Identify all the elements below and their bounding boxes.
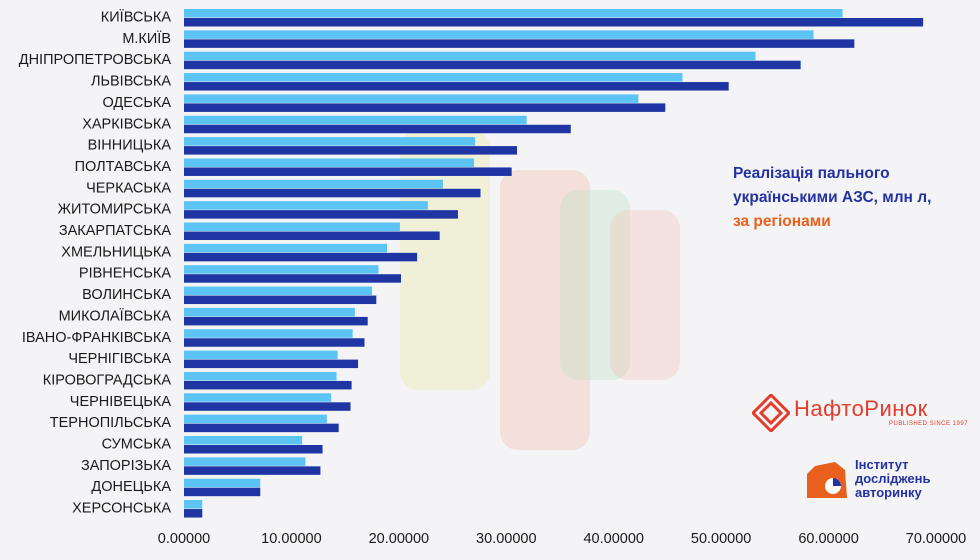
bar-series-1	[184, 393, 332, 402]
bar-series-1	[184, 286, 372, 296]
category-label: ДОНЕЦЬКА	[91, 479, 171, 495]
naftorynok-name: НафтоРинок	[794, 396, 928, 421]
category-label: ХЕРСОНСЬКА	[72, 501, 171, 517]
category-label: ХАРКІВСЬКА	[82, 116, 171, 132]
bar-series-1	[184, 115, 527, 125]
x-tick-label: 50.00000	[691, 531, 751, 547]
bar-series-1	[184, 478, 261, 488]
category-label: ХМЕЛЬНИЦЬКА	[61, 244, 171, 260]
category-label: ЧЕРНІВЕЦЬКА	[70, 394, 172, 410]
bar-series-2	[184, 39, 855, 48]
bar-series-1	[184, 329, 353, 338]
category-label: ЧЕРКАСЬКА	[86, 180, 171, 196]
x-tick-label: 10.00000	[261, 531, 321, 547]
category-label: ВОЛИНСЬКА	[82, 287, 171, 303]
x-tick-label: 0.00000	[158, 531, 210, 547]
bar-series-2	[184, 18, 924, 27]
bar-series-2	[184, 316, 368, 326]
bar-series-2	[184, 60, 801, 70]
bar-series-2	[184, 146, 518, 155]
category-label: ТЕРНОПІЛЬСЬКА	[50, 415, 172, 431]
bar-series-1	[184, 73, 683, 82]
category-label: ЗАКАРПАТСЬКА	[59, 223, 171, 239]
bar-series-2	[184, 466, 321, 475]
bar-series-1	[184, 30, 814, 39]
bar-series-2	[184, 445, 323, 454]
bar-series-2	[184, 509, 203, 518]
category-label: ПОЛТАВСЬКА	[75, 159, 172, 175]
category-label: ЧЕРНІГІВСЬКА	[68, 351, 171, 367]
category-label: ВІННИЦЬКА	[88, 138, 172, 154]
background-photo-hint	[500, 170, 590, 450]
bar-series-2	[184, 380, 352, 390]
naftorynok-logo: НафтоРинок PUBLISHED SINCE 1997	[752, 392, 974, 434]
bar-series-2	[184, 402, 351, 411]
bar-series-2	[184, 124, 571, 134]
chart-title-line-2: українськими АЗС, млн л,	[733, 189, 932, 206]
bar-series-1	[184, 436, 303, 445]
background-photo-hint	[610, 210, 680, 380]
bar-series-1	[184, 500, 203, 509]
chart-title-block: Реалізація пального українськими АЗС, мл…	[733, 162, 973, 234]
bar-series-1	[184, 265, 379, 274]
bar-series-2	[184, 338, 365, 347]
category-label: СУМСЬКА	[102, 437, 172, 453]
x-tick-label: 70.00000	[906, 531, 966, 547]
bar-series-1	[184, 457, 306, 466]
bar-series-2	[184, 295, 377, 305]
bar-series-1	[184, 243, 388, 253]
bar-series-2	[184, 82, 729, 91]
institute-logo: Інститут досліджень авторинку	[805, 458, 975, 504]
category-label: М.КИЇВ	[122, 30, 171, 47]
bar-series-2	[184, 167, 512, 176]
category-label: ЖИТОМИРСЬКА	[58, 202, 172, 218]
bar-series-1	[184, 201, 428, 210]
bar-series-1	[184, 307, 355, 317]
bar-series-1	[184, 414, 327, 424]
institute-name-line-2: досліджень	[855, 471, 931, 486]
chart-subtitle: за регіонами	[733, 213, 831, 230]
bar-series-2	[184, 423, 339, 433]
category-label: ЛЬВІВСЬКА	[91, 74, 171, 90]
institute-car-icon	[807, 462, 847, 498]
institute-name-line-1: Інститут	[855, 457, 909, 472]
institute-name-line-3: авторинку	[855, 485, 922, 500]
naftorynok-tagline: PUBLISHED SINCE 1997	[889, 421, 969, 427]
x-tick-label: 60.00000	[798, 531, 858, 547]
bar-series-1	[184, 179, 443, 189]
bar-series-1	[184, 9, 843, 18]
bar-series-2	[184, 210, 458, 219]
bar-series-1	[184, 137, 476, 146]
category-label: КИЇВСЬКА	[101, 9, 172, 26]
x-tick-label: 30.00000	[476, 531, 536, 547]
bar-series-1	[184, 350, 338, 360]
bar-series-2	[184, 231, 440, 240]
institute-name: Інститут досліджень авторинку	[855, 458, 931, 500]
bar-series-1	[184, 94, 639, 103]
bar-series-2	[184, 103, 666, 112]
category-label: МИКОЛАЇВСЬКА	[59, 307, 172, 324]
bar-series-1	[184, 158, 475, 167]
category-label: ЗАПОРІЗЬКА	[81, 458, 171, 474]
x-tick-label: 20.00000	[369, 531, 429, 547]
background-photo-hint	[560, 190, 630, 380]
chart-title-line-1: Реалізація пального	[733, 165, 890, 182]
bar-series-1	[184, 371, 337, 381]
category-label: ІВАНО-ФРАНКІВСЬКА	[22, 330, 171, 346]
naftorynok-diamond-icon	[752, 394, 790, 432]
bar-series-2	[184, 359, 359, 369]
bar-series-1	[184, 51, 756, 61]
bar-series-2	[184, 487, 261, 497]
category-label: КІРОВОГРАДСЬКА	[43, 372, 172, 388]
category-label: ОДЕСЬКА	[102, 95, 171, 111]
bar-series-2	[184, 188, 481, 198]
category-label: РІВНЕНСЬКА	[79, 266, 171, 282]
x-tick-label: 40.00000	[583, 531, 643, 547]
bar-series-2	[184, 274, 402, 283]
bar-series-1	[184, 222, 400, 231]
category-label: ДНІПРОПЕТРОВСЬКА	[19, 52, 172, 68]
bar-series-2	[184, 252, 418, 262]
